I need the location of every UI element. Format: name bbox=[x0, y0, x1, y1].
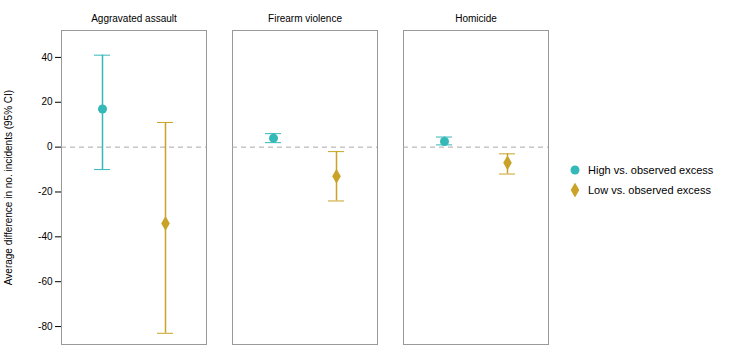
svg-text:Homicide: Homicide bbox=[455, 13, 497, 24]
svg-text:-80: -80 bbox=[38, 321, 53, 332]
html-text:High vs. observed excess: High vs. observed excess bbox=[588, 163, 714, 176]
svg-text:Firearm violence: Firearm violence bbox=[268, 13, 342, 24]
svg-text:40: 40 bbox=[41, 52, 53, 63]
svg-text:-20: -20 bbox=[38, 186, 53, 197]
svg-text:0: 0 bbox=[47, 141, 53, 152]
svg-text:20: 20 bbox=[41, 96, 53, 107]
svg-text:-60: -60 bbox=[38, 276, 53, 287]
svg-text:-40: -40 bbox=[38, 231, 53, 242]
svg-text:Aggravated assault: Aggravated assault bbox=[91, 13, 177, 24]
svg-text:Average difference in no. inci: Average difference in no. incidents (95%… bbox=[3, 90, 14, 285]
html-text:Low vs. observed excess: Low vs. observed excess bbox=[588, 183, 711, 196]
